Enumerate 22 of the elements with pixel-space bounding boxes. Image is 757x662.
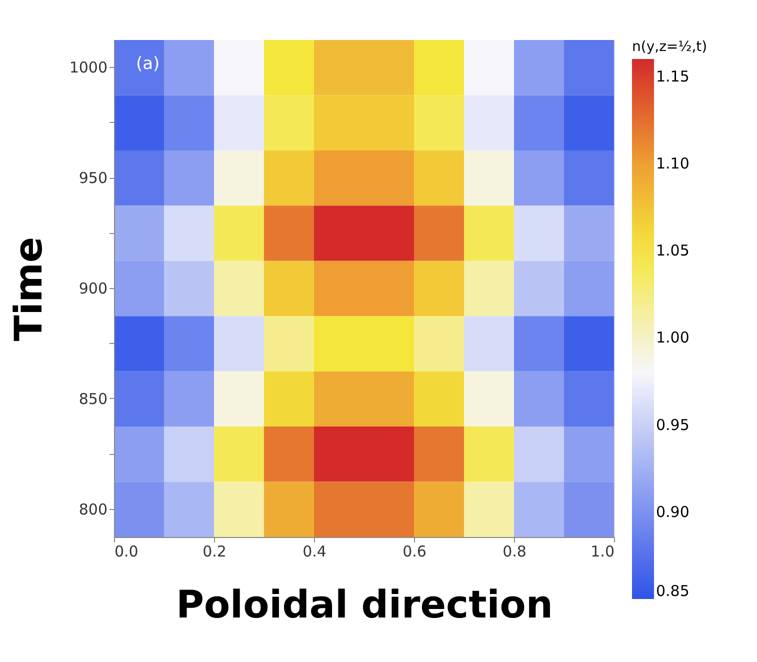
color-bar-label: 0.95: [656, 416, 690, 434]
y-tick-label: 950: [78, 169, 108, 188]
y-tick-label: 800: [78, 500, 108, 518]
x-tick-label: 1.0: [590, 542, 614, 560]
x-axis-title: Poloidal direction: [176, 582, 553, 626]
color-bar-label: 1.05: [656, 242, 690, 260]
y-tick-label: 900: [78, 280, 108, 298]
annotation: (a): [136, 54, 160, 74]
x-tick-label: 0.8: [502, 542, 526, 560]
color-bar-label: 0.90: [656, 502, 690, 521]
x-tick-label: 0.6: [402, 542, 426, 560]
x-tick-label: 0.4: [302, 542, 326, 560]
x-tick-label: 0.2: [202, 542, 226, 560]
y-axis-title: Time: [6, 236, 50, 342]
color-bar-label: 1.10: [656, 154, 690, 173]
color-bar-label: 0.85: [656, 582, 690, 600]
color-bar-label: 1.00: [656, 328, 690, 347]
color-bar-label: 1.15: [656, 67, 690, 86]
y-tick-label: 850: [78, 390, 108, 408]
x-tick-label: 0.0: [114, 542, 138, 560]
y-tick-label: 1000: [69, 58, 108, 77]
color-bar-title: n(y,z=½,t): [632, 39, 708, 55]
